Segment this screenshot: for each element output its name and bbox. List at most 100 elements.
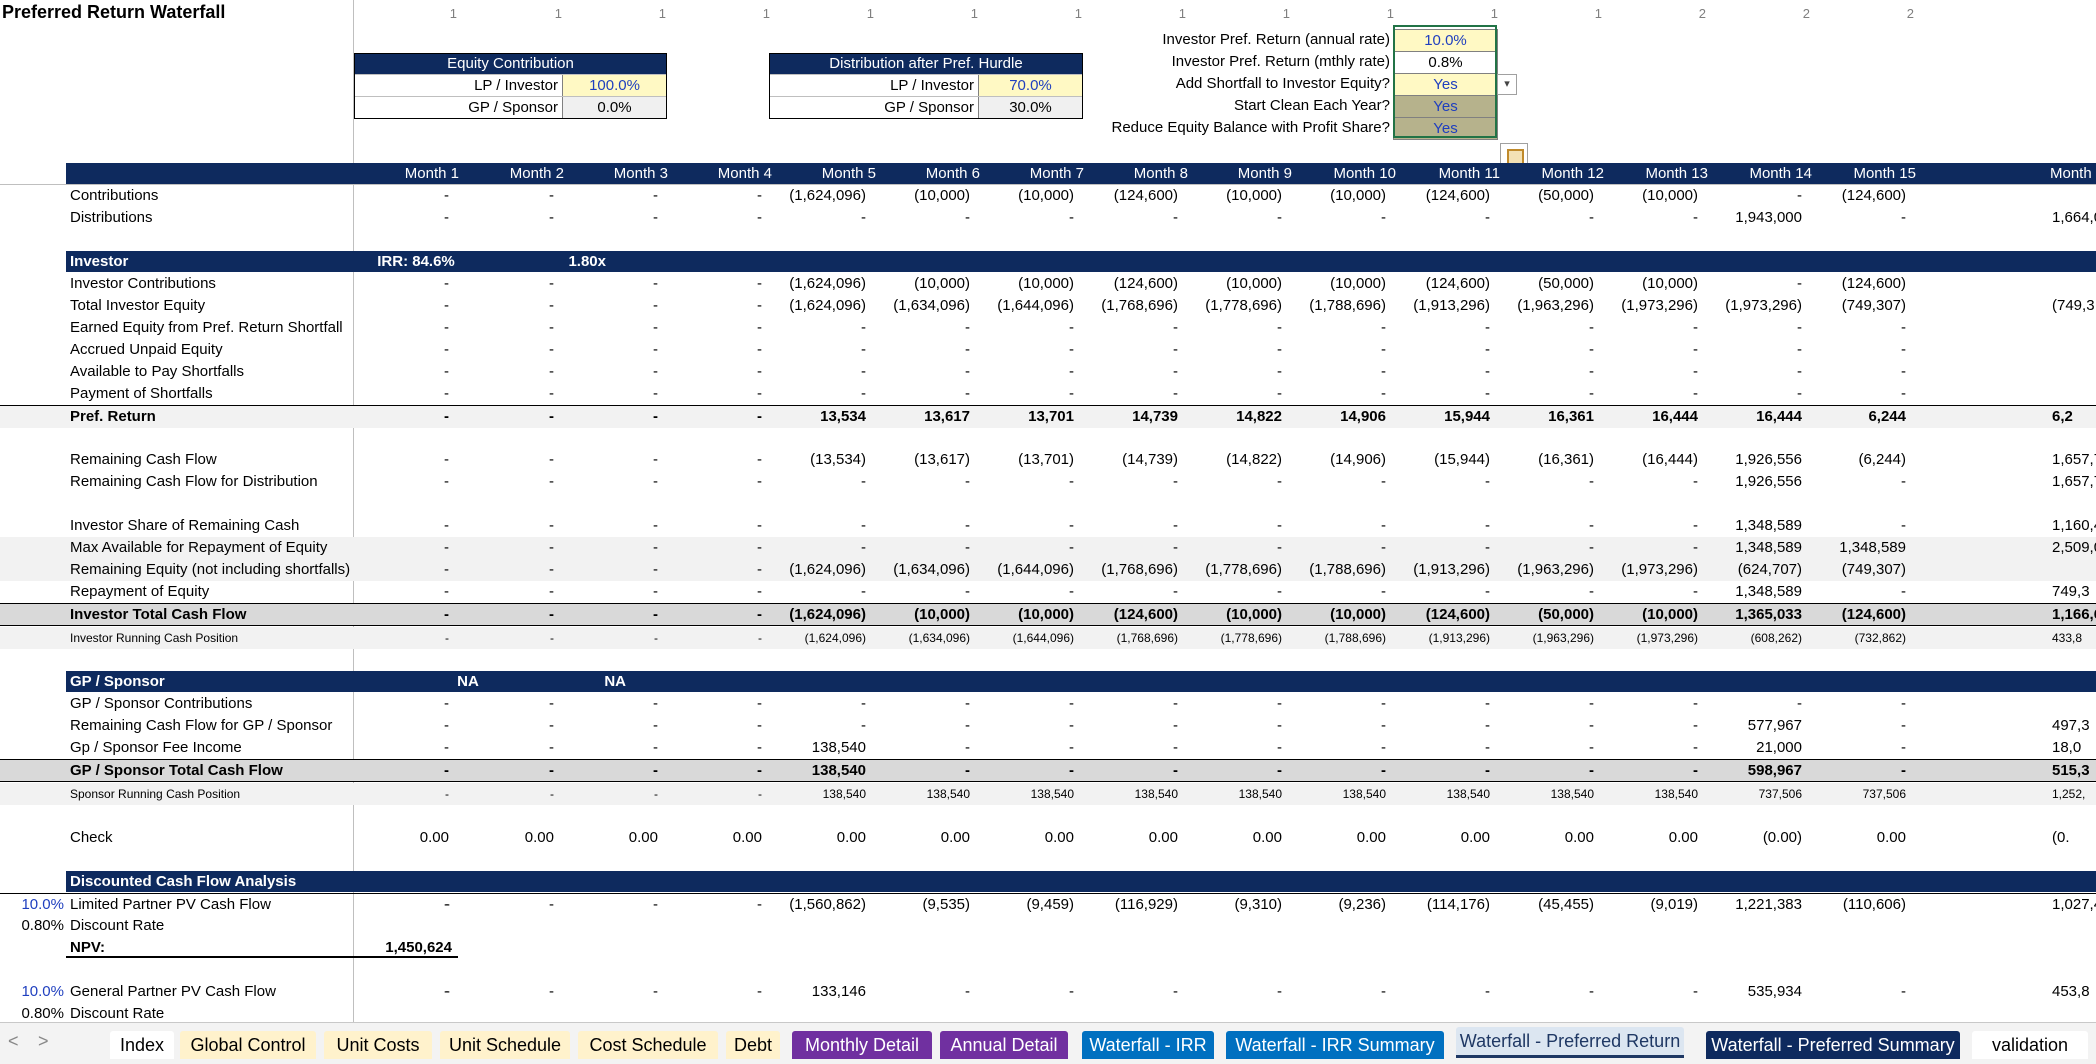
table-cell[interactable]: 14,822 bbox=[1236, 408, 1282, 425]
table-cell[interactable]: - bbox=[549, 606, 554, 623]
table-cell[interactable]: - bbox=[757, 762, 762, 779]
table-cell[interactable]: - bbox=[653, 606, 658, 623]
table-cell[interactable]: - bbox=[861, 209, 866, 226]
table-cell[interactable]: (10,000) bbox=[1226, 275, 1282, 292]
table-cell[interactable]: 0.00 bbox=[1460, 829, 1490, 846]
table-cell[interactable]: - bbox=[444, 341, 449, 358]
table-cell[interactable]: 0.00 bbox=[836, 829, 866, 846]
table-cell[interactable]: (45,455) bbox=[1538, 896, 1594, 913]
table-cell[interactable]: - bbox=[757, 275, 762, 292]
table-cell[interactable]: - bbox=[444, 209, 449, 226]
table-cell[interactable]: - bbox=[1069, 695, 1074, 712]
table-cell[interactable]: 138,540 bbox=[926, 787, 970, 801]
param-annual-rate-value[interactable]: 10.0% bbox=[1393, 29, 1498, 52]
table-cell[interactable]: - bbox=[444, 451, 449, 468]
table-cell[interactable]: - bbox=[1693, 319, 1698, 336]
table-cell[interactable]: - bbox=[1693, 385, 1698, 402]
table-cell[interactable]: (50,000) bbox=[1538, 606, 1594, 623]
table-cell[interactable]: - bbox=[757, 983, 762, 1000]
table-cell[interactable]: - bbox=[1589, 209, 1594, 226]
table-cell[interactable]: - bbox=[1381, 341, 1386, 358]
table-cell[interactable]: - bbox=[1693, 717, 1698, 734]
table-cell[interactable]: - bbox=[1485, 341, 1490, 358]
table-cell[interactable]: - bbox=[444, 606, 449, 623]
table-cell[interactable]: (124,600) bbox=[1113, 187, 1178, 204]
table-cell[interactable]: - bbox=[1381, 717, 1386, 734]
table-cell[interactable]: (624,707) bbox=[1737, 561, 1802, 578]
table-cell[interactable]: (1,634,096) bbox=[893, 297, 970, 314]
table-cell[interactable]: - bbox=[1485, 385, 1490, 402]
table-cell[interactable]: - bbox=[1485, 517, 1490, 534]
table-cell[interactable]: (124,600) bbox=[1841, 275, 1906, 292]
table-cell[interactable]: - bbox=[549, 363, 554, 380]
table-cell[interactable]: - bbox=[1277, 319, 1282, 336]
table-cell[interactable]: - bbox=[444, 983, 449, 1000]
npv-value[interactable]: 1,450,624 bbox=[385, 939, 452, 956]
table-cell[interactable]: 1,160,4 bbox=[2052, 517, 2096, 534]
table-cell[interactable]: 0.00 bbox=[1148, 829, 1178, 846]
table-cell[interactable]: - bbox=[861, 363, 866, 380]
table-cell[interactable]: (10,000) bbox=[1018, 606, 1074, 623]
table-cell[interactable]: - bbox=[1485, 717, 1490, 734]
table-cell[interactable]: - bbox=[653, 275, 658, 292]
table-cell[interactable]: (124,600) bbox=[1425, 187, 1490, 204]
table-cell[interactable]: - bbox=[1485, 762, 1490, 779]
tab-waterfall-irr[interactable]: Waterfall - IRR bbox=[1082, 1031, 1214, 1059]
table-cell[interactable]: - bbox=[1173, 385, 1178, 402]
table-cell[interactable]: 133,146 bbox=[811, 983, 866, 1000]
table-cell[interactable]: - bbox=[757, 385, 762, 402]
table-cell[interactable]: - bbox=[1381, 517, 1386, 534]
spreadsheet-grid[interactable]: Preferred Return Waterfall 1 1 1 1 1 1 1 1 1 1 1 1 2… bbox=[0, 0, 2096, 1022]
table-cell[interactable]: - bbox=[653, 539, 658, 556]
table-cell[interactable]: 14,739 bbox=[1132, 408, 1178, 425]
table-cell[interactable]: - bbox=[1693, 739, 1698, 756]
table-cell[interactable]: - bbox=[757, 451, 762, 468]
table-cell[interactable]: - bbox=[1277, 717, 1282, 734]
table-cell[interactable]: (50,000) bbox=[1538, 187, 1594, 204]
tab-unit-schedule[interactable]: Unit Schedule bbox=[440, 1031, 570, 1059]
table-cell[interactable]: - bbox=[1277, 695, 1282, 712]
table-cell[interactable]: - bbox=[1693, 583, 1698, 600]
table-cell[interactable]: - bbox=[1693, 209, 1698, 226]
table-cell[interactable]: - bbox=[1277, 473, 1282, 490]
table-cell[interactable]: - bbox=[965, 762, 970, 779]
table-cell[interactable]: (114,176) bbox=[1426, 896, 1490, 913]
table-cell[interactable]: - bbox=[1069, 363, 1074, 380]
table-cell[interactable]: - bbox=[444, 695, 449, 712]
table-cell[interactable]: - bbox=[1797, 319, 1802, 336]
table-cell[interactable]: - bbox=[1381, 583, 1386, 600]
table-cell[interactable]: - bbox=[757, 319, 762, 336]
table-cell[interactable]: 16,444 bbox=[1652, 408, 1698, 425]
table-cell[interactable]: - bbox=[1589, 762, 1594, 779]
table-cell[interactable]: - bbox=[1693, 983, 1698, 1000]
table-cell[interactable]: 138,540 bbox=[1238, 787, 1282, 801]
table-cell[interactable]: (116,929) bbox=[1114, 896, 1178, 913]
tab-global-control[interactable]: Global Control bbox=[180, 1031, 316, 1059]
tab-prev-icon[interactable]: < bbox=[8, 1031, 19, 1051]
table-cell[interactable]: 0.00 bbox=[940, 829, 970, 846]
table-cell[interactable]: - bbox=[1693, 695, 1698, 712]
table-cell[interactable]: 433,8 bbox=[2052, 631, 2083, 645]
table-cell[interactable]: - bbox=[1901, 319, 1906, 336]
table-cell[interactable]: - bbox=[965, 695, 970, 712]
table-cell[interactable]: 1,166,6 bbox=[2052, 606, 2096, 623]
table-cell[interactable]: (749,307) bbox=[1841, 297, 1906, 314]
table-cell[interactable]: - bbox=[1173, 473, 1178, 490]
table-cell[interactable]: - bbox=[653, 561, 658, 578]
table-cell[interactable]: - bbox=[653, 209, 658, 226]
table-cell[interactable]: - bbox=[1589, 385, 1594, 402]
table-cell[interactable]: (1,973,296) bbox=[1621, 561, 1698, 578]
table-cell[interactable]: (10,000) bbox=[1226, 606, 1282, 623]
table-cell[interactable]: - bbox=[653, 695, 658, 712]
table-cell[interactable]: - bbox=[758, 631, 762, 645]
table-cell[interactable]: (0.00) bbox=[1762, 829, 1802, 846]
table-cell[interactable]: - bbox=[444, 319, 449, 336]
table-cell[interactable]: - bbox=[444, 408, 449, 425]
table-cell[interactable]: (1,624,096) bbox=[789, 187, 866, 204]
table-cell[interactable]: - bbox=[444, 561, 449, 578]
table-cell[interactable]: (10,000) bbox=[1642, 275, 1698, 292]
table-cell[interactable]: - bbox=[1381, 739, 1386, 756]
table-cell[interactable]: 16,444 bbox=[1756, 408, 1802, 425]
table-cell[interactable]: - bbox=[1485, 695, 1490, 712]
table-cell[interactable]: (1,768,696) bbox=[1101, 561, 1178, 578]
